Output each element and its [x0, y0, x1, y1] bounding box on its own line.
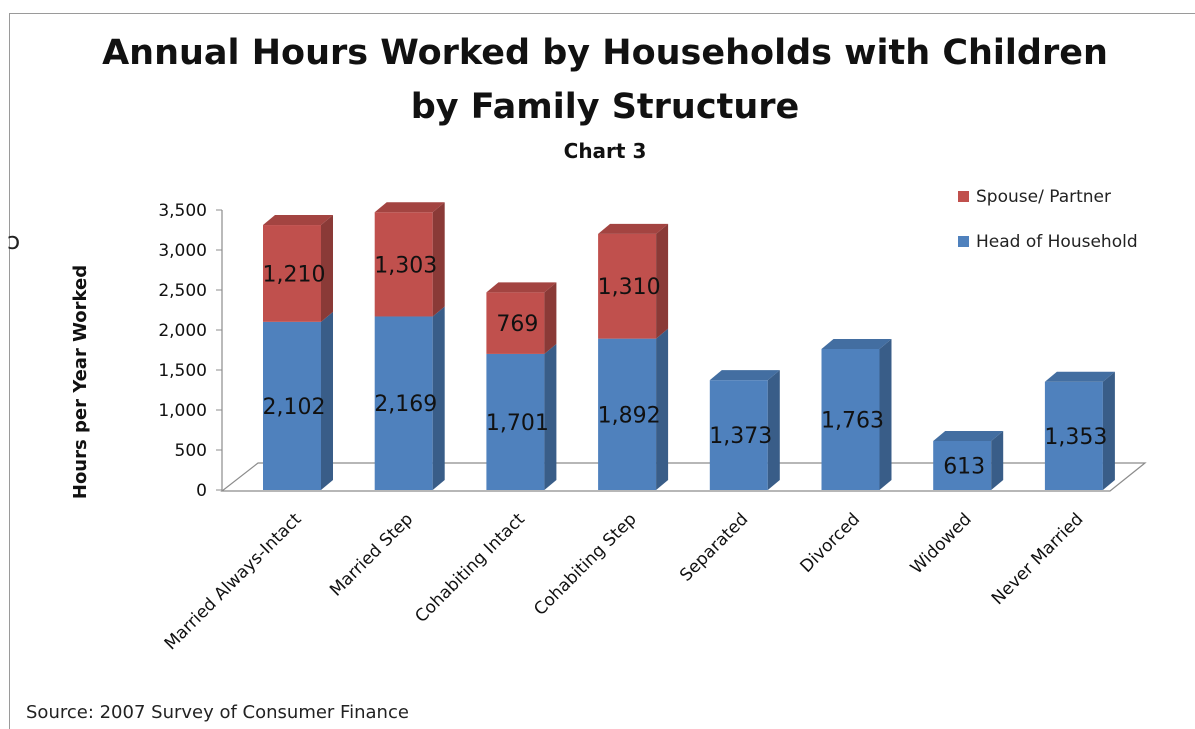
data-label: 2,102: [263, 395, 326, 420]
y-tick-label: 3,500: [158, 201, 207, 221]
source-note: Source: 2007 Survey of Consumer Finance: [26, 702, 409, 723]
legend-label-head-of-household: Head of Household: [976, 232, 1138, 252]
bars: 2,102 1,210 2,169 1,303 1,701 769 1,892 1,310 1,…: [263, 202, 1115, 490]
x-category-label: Cohabiting Intact: [411, 509, 529, 627]
bar-top: [263, 215, 333, 226]
data-label: 1,892: [598, 403, 661, 428]
bar-segment: [933, 440, 992, 490]
data-label: 1,303: [374, 253, 437, 278]
y-tick-label: 1,000: [158, 401, 207, 421]
bar-side: [321, 215, 333, 322]
y-tick-label: 2,000: [158, 321, 207, 341]
legend-swatch-head-of-household: [958, 236, 969, 247]
x-category-label: Cohabiting Step: [530, 509, 640, 619]
data-label: 1,763: [821, 408, 884, 433]
bar-top: [486, 282, 557, 293]
bar-side: [1102, 371, 1115, 490]
x-category-label: Widowed: [907, 509, 976, 578]
data-label: 1,310: [598, 275, 661, 300]
y-tick-label: 2,500: [158, 281, 207, 301]
bar-side: [656, 223, 669, 339]
bar-segment: [709, 380, 768, 490]
bar-side: [432, 202, 445, 317]
bar-top: [709, 370, 780, 381]
bar-segment: [486, 292, 545, 354]
x-category-label: Never Married: [988, 509, 1088, 609]
bar-segment: [598, 338, 657, 490]
bar-side: [767, 370, 780, 490]
y-tick-label: 500: [175, 441, 207, 461]
legend-swatch-spouse-partner: [958, 191, 969, 202]
bar-segment: [486, 353, 545, 490]
y-tick-label: 0: [196, 481, 207, 501]
data-label: 1,353: [1044, 425, 1107, 450]
chart-title-line-1: Annual Hours Worked by Households with C…: [102, 33, 1108, 73]
x-axis-categories: Married Always-Intact Married StepCohabit…: [161, 509, 1088, 654]
bar-side: [879, 338, 892, 490]
data-label: 769: [496, 312, 538, 337]
data-label: 613: [943, 454, 985, 479]
x-category-label: Divorced: [797, 509, 865, 577]
bar-top: [1044, 371, 1115, 382]
bar-side: [544, 343, 557, 490]
bar-segment: [374, 212, 433, 317]
bar-top: [598, 223, 669, 234]
chart-title-line-2: by Family Structure: [411, 87, 800, 127]
x-category-label: Married Step: [326, 509, 417, 600]
y-axis-label: Hours per Year Worked: [70, 265, 91, 499]
legend-label-spouse-partner: Spouse/ Partner: [976, 187, 1111, 207]
bar-side: [321, 311, 333, 490]
chart-subtitle: Chart 3: [564, 139, 647, 163]
edge-fragment: ɔ: [7, 227, 21, 255]
bar-top: [374, 202, 445, 213]
bar-segment: [1044, 381, 1103, 490]
bar-side: [991, 430, 1004, 490]
bar-segment: [598, 233, 657, 339]
plot-area: [220, 210, 1147, 492]
bar-side: [656, 328, 669, 490]
y-tick-label: 1,500: [158, 361, 207, 381]
bar-segment: [263, 321, 321, 490]
bar-segment: [821, 348, 880, 490]
bar-segment: [263, 225, 321, 322]
bar-top: [821, 338, 892, 349]
plot-floor: [220, 462, 1147, 492]
data-label: 1,373: [709, 424, 772, 449]
bar-segment: [374, 316, 433, 490]
y-axis-ticks: 0 500 1,000 1,500 2,000 2,500 3,000 3,500: [158, 201, 222, 501]
bar-top: [933, 430, 1004, 441]
bar-side: [544, 282, 557, 354]
bar-side: [432, 306, 445, 490]
data-label: 1,701: [486, 411, 549, 436]
chart-frame: ɔ: [7, 13, 1195, 729]
data-label: 2,169: [374, 392, 437, 417]
y-tick-label: 3,000: [158, 241, 207, 261]
x-category-label: Separated: [676, 509, 752, 585]
legend: Spouse/ Partner Head of Household: [958, 187, 1138, 252]
x-category-label: Married Always-Intact: [161, 509, 306, 654]
data-label: 1,210: [263, 262, 326, 287]
